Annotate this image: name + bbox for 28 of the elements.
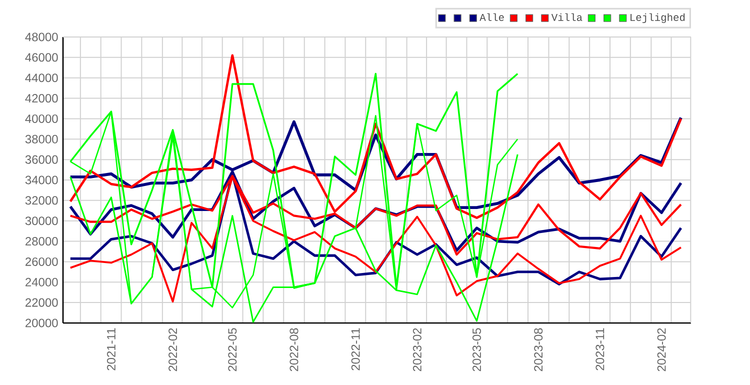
y-tick-label: 48000 [25, 32, 58, 42]
x-tick-label: 2021-11 [106, 328, 116, 370]
x-tick-label: 2022-08 [290, 328, 298, 372]
y-tick-label: 32000 [25, 196, 58, 205]
y-tick-label: 44000 [25, 74, 58, 82]
y-tick-label: 26000 [26, 257, 58, 266]
y-tick-label: 30000 [25, 216, 58, 226]
y-tick-label: 36000 [25, 155, 58, 164]
legend-label: Lejlighed [630, 13, 685, 24]
y-tick-label: 34000 [25, 176, 58, 184]
y-tick-label: 22000 [26, 298, 58, 307]
y-tick-label: 38000 [25, 134, 58, 144]
x-tick-label: 2022-02 [168, 328, 178, 372]
x-tick-label: 2023-05 [472, 328, 482, 372]
legend-label: Alle [480, 13, 504, 21]
y-tick-label: 46000 [25, 53, 58, 62]
x-tick-label: 2022-05 [228, 328, 237, 372]
x-tick-label: 2023-08 [534, 328, 543, 372]
y-tick-label: 40000 [25, 114, 58, 123]
y-tick-label: 28000 [26, 237, 58, 246]
y-tick-label: 24000 [26, 278, 58, 286]
x-tick-label: 2024-02 [657, 328, 666, 372]
x-tick-label: 2023-02 [412, 328, 422, 372]
x-tick-label: 2022-11 [351, 328, 360, 370]
y-tick-label: 42000 [25, 94, 58, 103]
y-tick-label: 20000 [26, 318, 58, 328]
legend-label: Villa [551, 13, 582, 21]
x-tick-label: 2023-11 [596, 328, 604, 370]
